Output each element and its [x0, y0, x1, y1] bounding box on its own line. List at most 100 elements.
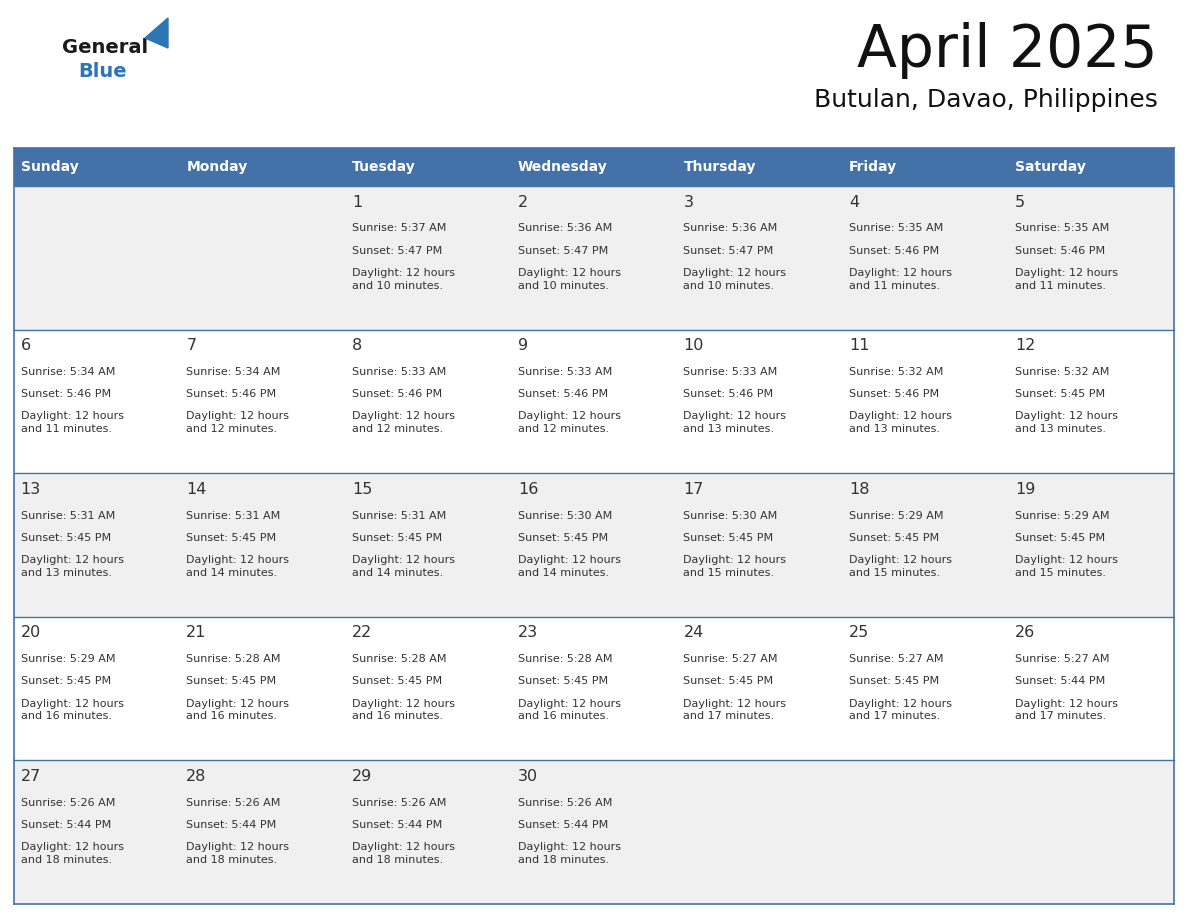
Text: 2: 2 — [518, 195, 527, 209]
Text: Daylight: 12 hours
and 11 minutes.: Daylight: 12 hours and 11 minutes. — [20, 411, 124, 434]
Text: Sunset: 5:46 PM: Sunset: 5:46 PM — [849, 246, 940, 255]
Text: Sunrise: 5:33 AM: Sunrise: 5:33 AM — [352, 367, 447, 377]
Text: 8: 8 — [352, 338, 362, 353]
Text: 22: 22 — [352, 625, 372, 641]
Text: 20: 20 — [20, 625, 40, 641]
Text: Sunset: 5:46 PM: Sunset: 5:46 PM — [20, 389, 110, 399]
Text: Sunset: 5:45 PM: Sunset: 5:45 PM — [1015, 389, 1105, 399]
Text: Daylight: 12 hours
and 16 minutes.: Daylight: 12 hours and 16 minutes. — [187, 699, 290, 722]
Text: Wednesday: Wednesday — [518, 160, 607, 174]
Text: Sunrise: 5:36 AM: Sunrise: 5:36 AM — [683, 223, 778, 233]
Text: Sunset: 5:44 PM: Sunset: 5:44 PM — [187, 820, 277, 830]
Text: Sunset: 5:44 PM: Sunset: 5:44 PM — [20, 820, 110, 830]
Text: Sunrise: 5:32 AM: Sunrise: 5:32 AM — [1015, 367, 1110, 377]
Text: Saturday: Saturday — [1015, 160, 1086, 174]
Text: Daylight: 12 hours
and 16 minutes.: Daylight: 12 hours and 16 minutes. — [518, 699, 621, 722]
Text: Sunrise: 5:27 AM: Sunrise: 5:27 AM — [1015, 655, 1110, 664]
Text: Sunset: 5:44 PM: Sunset: 5:44 PM — [1015, 677, 1105, 687]
Text: Sunrise: 5:28 AM: Sunrise: 5:28 AM — [187, 655, 280, 664]
Text: 5: 5 — [1015, 195, 1025, 209]
Text: 26: 26 — [1015, 625, 1035, 641]
Text: Daylight: 12 hours
and 10 minutes.: Daylight: 12 hours and 10 minutes. — [518, 268, 621, 291]
Text: Sunset: 5:47 PM: Sunset: 5:47 PM — [518, 246, 608, 255]
Text: Tuesday: Tuesday — [352, 160, 416, 174]
Text: Sunset: 5:46 PM: Sunset: 5:46 PM — [849, 389, 940, 399]
Text: Sunrise: 5:28 AM: Sunrise: 5:28 AM — [352, 655, 447, 664]
Text: Sunrise: 5:36 AM: Sunrise: 5:36 AM — [518, 223, 612, 233]
Text: Daylight: 12 hours
and 13 minutes.: Daylight: 12 hours and 13 minutes. — [683, 411, 786, 434]
Text: Sunrise: 5:35 AM: Sunrise: 5:35 AM — [849, 223, 943, 233]
Text: Sunset: 5:47 PM: Sunset: 5:47 PM — [352, 246, 442, 255]
Text: 17: 17 — [683, 482, 703, 497]
FancyBboxPatch shape — [179, 148, 346, 186]
Text: 10: 10 — [683, 338, 703, 353]
Text: Sunrise: 5:30 AM: Sunrise: 5:30 AM — [518, 510, 612, 521]
Text: Daylight: 12 hours
and 12 minutes.: Daylight: 12 hours and 12 minutes. — [518, 411, 621, 434]
Text: Sunset: 5:45 PM: Sunset: 5:45 PM — [352, 677, 442, 687]
Text: 11: 11 — [849, 338, 870, 353]
Text: Sunrise: 5:26 AM: Sunrise: 5:26 AM — [352, 798, 447, 808]
Text: Sunrise: 5:29 AM: Sunrise: 5:29 AM — [1015, 510, 1110, 521]
Text: Daylight: 12 hours
and 17 minutes.: Daylight: 12 hours and 17 minutes. — [849, 699, 953, 722]
Text: Daylight: 12 hours
and 16 minutes.: Daylight: 12 hours and 16 minutes. — [352, 699, 455, 722]
Text: Sunrise: 5:28 AM: Sunrise: 5:28 AM — [518, 655, 612, 664]
Text: Friday: Friday — [849, 160, 897, 174]
FancyBboxPatch shape — [511, 148, 677, 186]
Text: Sunset: 5:44 PM: Sunset: 5:44 PM — [352, 820, 442, 830]
Text: General: General — [62, 38, 148, 57]
Text: Sunset: 5:45 PM: Sunset: 5:45 PM — [849, 677, 940, 687]
Text: Sunrise: 5:26 AM: Sunrise: 5:26 AM — [20, 798, 115, 808]
Text: 18: 18 — [849, 482, 870, 497]
Text: Sunrise: 5:34 AM: Sunrise: 5:34 AM — [187, 367, 280, 377]
Text: Sunset: 5:45 PM: Sunset: 5:45 PM — [187, 532, 277, 543]
Text: 3: 3 — [683, 195, 694, 209]
FancyBboxPatch shape — [677, 148, 842, 186]
Text: Daylight: 12 hours
and 12 minutes.: Daylight: 12 hours and 12 minutes. — [352, 411, 455, 434]
Text: Sunrise: 5:30 AM: Sunrise: 5:30 AM — [683, 510, 778, 521]
Text: Sunday: Sunday — [20, 160, 78, 174]
Text: 30: 30 — [518, 769, 538, 784]
Text: Sunset: 5:45 PM: Sunset: 5:45 PM — [187, 677, 277, 687]
Text: 9: 9 — [518, 338, 527, 353]
Text: Sunrise: 5:33 AM: Sunrise: 5:33 AM — [518, 367, 612, 377]
FancyBboxPatch shape — [14, 473, 1174, 617]
Text: Daylight: 12 hours
and 18 minutes.: Daylight: 12 hours and 18 minutes. — [518, 842, 621, 865]
Text: 6: 6 — [20, 338, 31, 353]
Text: Sunset: 5:45 PM: Sunset: 5:45 PM — [518, 677, 608, 687]
Text: 13: 13 — [20, 482, 40, 497]
FancyBboxPatch shape — [1009, 148, 1174, 186]
Text: 7: 7 — [187, 338, 196, 353]
Text: Daylight: 12 hours
and 13 minutes.: Daylight: 12 hours and 13 minutes. — [20, 555, 124, 577]
FancyBboxPatch shape — [14, 186, 1174, 330]
Text: 4: 4 — [849, 195, 859, 209]
Text: Sunrise: 5:31 AM: Sunrise: 5:31 AM — [20, 510, 115, 521]
Text: 24: 24 — [683, 625, 703, 641]
Text: Sunrise: 5:35 AM: Sunrise: 5:35 AM — [1015, 223, 1110, 233]
Text: Daylight: 12 hours
and 18 minutes.: Daylight: 12 hours and 18 minutes. — [20, 842, 124, 865]
Text: 25: 25 — [849, 625, 870, 641]
Text: Sunrise: 5:33 AM: Sunrise: 5:33 AM — [683, 367, 778, 377]
Text: Daylight: 12 hours
and 15 minutes.: Daylight: 12 hours and 15 minutes. — [1015, 555, 1118, 577]
Text: Daylight: 12 hours
and 10 minutes.: Daylight: 12 hours and 10 minutes. — [352, 268, 455, 291]
Polygon shape — [145, 18, 168, 48]
Text: Sunset: 5:44 PM: Sunset: 5:44 PM — [518, 820, 608, 830]
FancyBboxPatch shape — [14, 760, 1174, 904]
Text: Daylight: 12 hours
and 15 minutes.: Daylight: 12 hours and 15 minutes. — [849, 555, 953, 577]
Text: 14: 14 — [187, 482, 207, 497]
Text: Butulan, Davao, Philippines: Butulan, Davao, Philippines — [814, 88, 1158, 112]
Text: 19: 19 — [1015, 482, 1035, 497]
Text: Daylight: 12 hours
and 15 minutes.: Daylight: 12 hours and 15 minutes. — [683, 555, 786, 577]
Text: Sunrise: 5:29 AM: Sunrise: 5:29 AM — [849, 510, 943, 521]
Text: Sunrise: 5:34 AM: Sunrise: 5:34 AM — [20, 367, 115, 377]
Text: Sunrise: 5:26 AM: Sunrise: 5:26 AM — [518, 798, 612, 808]
FancyBboxPatch shape — [14, 330, 1174, 473]
Text: 23: 23 — [518, 625, 538, 641]
Text: Sunset: 5:45 PM: Sunset: 5:45 PM — [20, 532, 110, 543]
Text: Daylight: 12 hours
and 14 minutes.: Daylight: 12 hours and 14 minutes. — [187, 555, 290, 577]
Text: Sunrise: 5:37 AM: Sunrise: 5:37 AM — [352, 223, 447, 233]
Text: 16: 16 — [518, 482, 538, 497]
Text: 12: 12 — [1015, 338, 1035, 353]
Text: 28: 28 — [187, 769, 207, 784]
Text: Sunset: 5:45 PM: Sunset: 5:45 PM — [683, 532, 773, 543]
Text: Sunrise: 5:31 AM: Sunrise: 5:31 AM — [187, 510, 280, 521]
